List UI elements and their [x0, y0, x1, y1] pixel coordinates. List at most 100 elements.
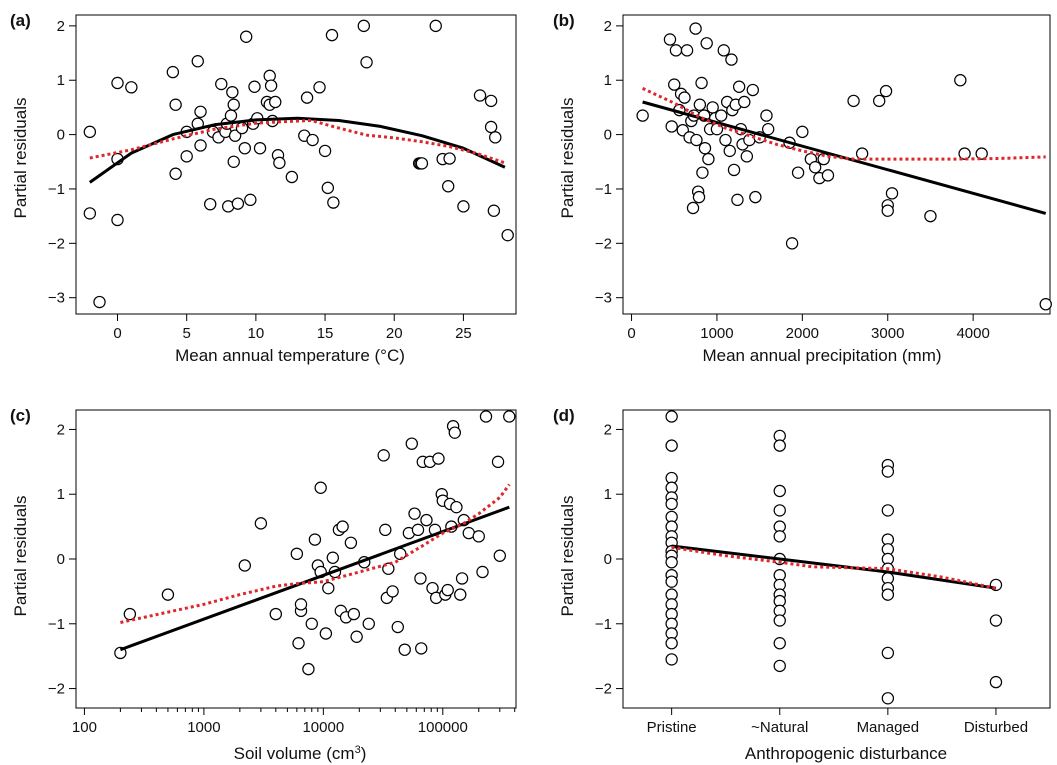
data-point	[224, 109, 238, 122]
x-tick-label: Managed	[857, 719, 920, 736]
data-point	[484, 94, 498, 108]
data-point	[325, 28, 339, 42]
data-point	[773, 614, 786, 627]
data-point	[161, 588, 175, 601]
x-tick-label: 4000	[956, 325, 989, 342]
data-point	[975, 147, 988, 160]
data-point	[665, 497, 678, 511]
data-point	[665, 556, 678, 569]
data-point	[491, 455, 505, 469]
data-point	[314, 481, 327, 494]
data-point	[313, 81, 326, 94]
x-tick-label: 15	[317, 325, 334, 342]
data-point	[503, 410, 516, 423]
y-tick-label: 1	[57, 486, 65, 503]
data-point	[717, 44, 730, 57]
data-point	[264, 79, 278, 92]
data-point	[111, 213, 124, 227]
data-point	[248, 80, 261, 93]
data-point	[226, 85, 239, 99]
panel-a: (a) Mean annual temperature (°C) Partial…	[10, 11, 517, 365]
x-tick-label: Pristine	[647, 719, 697, 736]
data-point	[954, 74, 967, 87]
data-point	[479, 410, 493, 423]
x-axis-label: Mean annual temperature (°C)	[175, 346, 405, 365]
data-point	[347, 607, 361, 621]
data-point	[83, 207, 97, 220]
data-point	[989, 675, 1003, 689]
data-point	[773, 484, 786, 498]
data-point	[760, 109, 773, 122]
data-point	[420, 513, 433, 527]
x-tick-label: 5	[183, 325, 191, 342]
data-point	[227, 98, 240, 111]
data-point	[731, 193, 744, 207]
data-point	[636, 109, 649, 122]
data-point	[881, 204, 894, 217]
y-tick-label: −2	[48, 681, 65, 698]
data-point	[732, 80, 746, 93]
x-tick-label: 100000	[418, 719, 468, 736]
y-axis-label: Partial residuals	[11, 98, 30, 219]
x-tick-label: 10	[248, 325, 265, 342]
x-tick-label: ~Natural	[751, 719, 808, 736]
data-point	[738, 95, 751, 109]
smooth-line	[89, 119, 506, 165]
data-point	[696, 166, 709, 179]
data-point	[989, 614, 1003, 627]
y-tick-label: −1	[48, 181, 65, 198]
y-tick-label: 2	[604, 421, 612, 438]
data-point	[873, 94, 886, 108]
y-tick-label: 1	[57, 72, 65, 89]
fit-line	[119, 505, 510, 652]
data-point	[405, 437, 418, 450]
data-point	[362, 617, 375, 630]
data-point	[305, 617, 318, 630]
x-axis-label-superscript: 3	[355, 744, 361, 756]
y-tick-label: 1	[604, 72, 612, 89]
data-point	[227, 155, 240, 168]
data-point	[715, 109, 728, 122]
data-point	[881, 588, 895, 601]
data-point	[169, 98, 182, 111]
y-tick-label: 2	[57, 18, 65, 35]
data-point	[238, 559, 251, 572]
data-point	[93, 295, 106, 309]
data-point	[239, 30, 253, 43]
data-point	[773, 530, 786, 543]
data-point	[327, 196, 340, 209]
data-point	[680, 44, 694, 57]
data-point	[414, 572, 427, 585]
data-point	[958, 147, 971, 160]
data-point	[357, 19, 370, 33]
x-axis-label-main: Soil volume (cm	[234, 744, 355, 763]
plot-frame	[622, 14, 1051, 315]
x-axis-label-end: )	[361, 744, 367, 763]
data-point	[344, 536, 358, 550]
data-point	[773, 659, 786, 673]
data-point	[441, 583, 454, 597]
x-tick-label: 0	[627, 325, 635, 342]
panel-letter: (d)	[553, 406, 575, 425]
data-point	[228, 129, 242, 142]
data-point	[194, 139, 207, 152]
y-tick-label: 0	[57, 127, 65, 144]
y-tick-label: 0	[604, 127, 612, 144]
data-point	[665, 575, 678, 588]
data-point	[881, 504, 895, 517]
x-axis-label: Soil volume (cm3)	[234, 744, 367, 763]
y-tick-label: −2	[595, 235, 612, 252]
data-point	[204, 197, 217, 211]
data-point	[398, 643, 411, 656]
data-point	[318, 144, 332, 158]
data-point	[244, 193, 257, 207]
data-point	[360, 56, 373, 69]
data-point	[924, 209, 937, 223]
y-tick-label: −2	[595, 681, 612, 698]
data-point	[796, 125, 809, 139]
y-tick-label: −2	[48, 235, 65, 252]
data-point	[379, 523, 392, 537]
data-point	[484, 120, 498, 134]
y-tick-label: 1	[604, 486, 612, 503]
data-point	[415, 157, 429, 170]
